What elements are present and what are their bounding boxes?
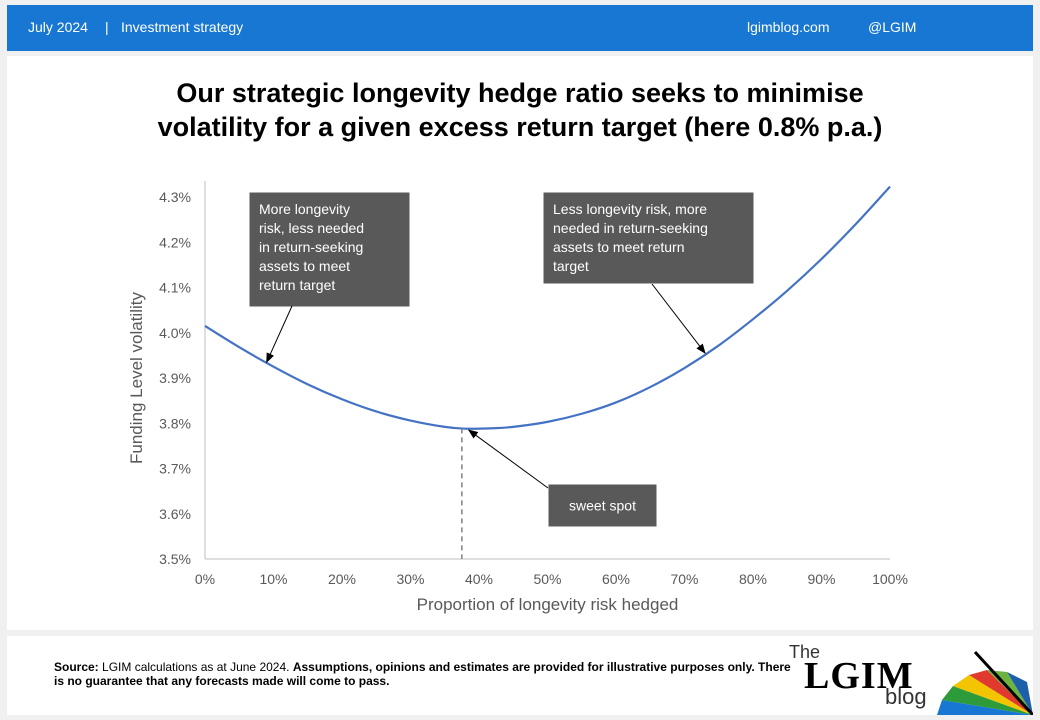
y-axis-label: Funding Level volatility: [127, 292, 146, 464]
header-site-link[interactable]: lgimblog.com: [747, 19, 830, 35]
annotation-text: assets to meet: [259, 258, 350, 274]
y-tick-label: 3.5%: [159, 551, 191, 567]
annotation-text: More longevity: [259, 201, 350, 217]
y-tick-label: 3.9%: [159, 370, 191, 386]
x-tick-label: 100%: [872, 571, 908, 587]
series-line: [204, 185, 891, 430]
x-tick-label: 10%: [259, 571, 287, 587]
annotation-text: target: [553, 258, 589, 274]
annotation-arrow: [651, 283, 706, 354]
header-category: Investment strategy: [121, 19, 244, 35]
x-tick-label: 20%: [328, 571, 356, 587]
title-line-2: volatility for a given excess return tar…: [157, 112, 883, 142]
annotation-text: needed in return-seeking: [553, 220, 708, 236]
x-tick-label: 50%: [533, 571, 561, 587]
header-separator: |: [105, 19, 109, 35]
annotation-text: in return-seeking: [259, 239, 363, 255]
y-tick-label: 3.6%: [159, 506, 191, 522]
y-tick-label: 4.1%: [159, 280, 191, 296]
x-tick-label: 80%: [739, 571, 767, 587]
logo-the: The: [789, 642, 821, 662]
logo-blog: blog: [885, 684, 927, 709]
x-tick-label: 30%: [396, 571, 424, 587]
x-tick-label: 70%: [670, 571, 698, 587]
header-bar: July 2024 | Investment strategy lgimblog…: [7, 5, 1033, 51]
y-tick-label: 4.0%: [159, 325, 191, 341]
source-note: Source: LGIM calculations as at June 202…: [54, 660, 794, 688]
annotation-text: Less longevity risk, more: [553, 201, 707, 217]
footer: Source: LGIM calculations as at June 202…: [7, 636, 1033, 715]
disclaimer-text: Assumptions, opinions and estimates are …: [54, 660, 791, 688]
y-tick-label: 3.7%: [159, 461, 191, 477]
annotation-text: return target: [259, 277, 335, 293]
x-tick-label: 60%: [602, 571, 630, 587]
annotation-box: [542, 191, 755, 285]
source-text: LGIM calculations as at June 2024.: [102, 660, 290, 674]
y-tick-label: 4.2%: [159, 234, 191, 250]
x-axis-label: Proportion of longevity risk hedged: [417, 595, 679, 614]
source-label: Source:: [54, 660, 99, 674]
umbrella-logo-icon: [937, 650, 1033, 715]
annotation-arrow: [467, 429, 549, 489]
annotation-text: sweet spot: [569, 498, 636, 514]
page-title: Our strategic longevity hedge ratio seek…: [7, 76, 1033, 144]
chart-card: Our strategic longevity hedge ratio seek…: [7, 56, 1033, 630]
annotation-box: [248, 191, 411, 308]
y-tick-label: 4.3%: [159, 189, 191, 205]
y-tick-label: 3.8%: [159, 415, 191, 431]
annotation-box: [547, 483, 658, 528]
title-line-1: Our strategic longevity hedge ratio seek…: [176, 78, 864, 108]
x-tick-label: 0%: [195, 571, 215, 587]
x-tick-label: 40%: [465, 571, 493, 587]
x-tick-label: 90%: [807, 571, 835, 587]
annotation-text: assets to meet return: [553, 239, 685, 255]
line-chart: 3.5% 3.6% 3.7% 3.8% 3.9% 4.0% 4.1% 4.2% 4.3% 0% 10…: [127, 181, 908, 614]
header-handle-link[interactable]: @LGIM: [868, 19, 917, 35]
annotation-text: risk, less needed: [259, 220, 364, 236]
annotation-arrow: [266, 305, 293, 364]
header-date: July 2024: [28, 19, 88, 35]
logo-lgim: LGIM: [804, 655, 914, 697]
